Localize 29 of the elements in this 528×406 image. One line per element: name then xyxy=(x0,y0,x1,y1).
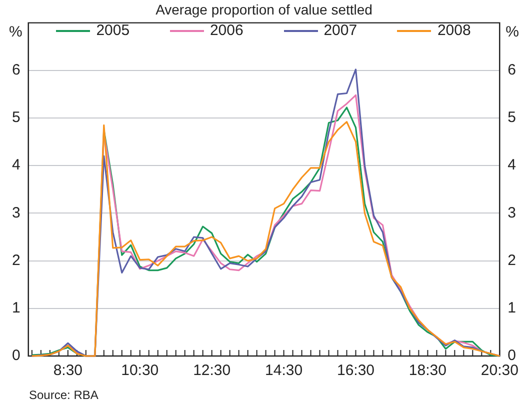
y-tick-label: 4 xyxy=(12,156,20,174)
y2-tick-label: 6 xyxy=(508,62,516,79)
y-tick-label: 3 xyxy=(12,204,20,222)
y2-tick-label: 5 xyxy=(508,109,516,126)
x-tick-label: 10:30 xyxy=(121,362,159,380)
x-tick-label: 16:30 xyxy=(336,362,375,380)
chart-title: Average proportion of value settled xyxy=(156,1,372,18)
legend-label: 2006 xyxy=(210,22,244,39)
x-tick-label: 18:30 xyxy=(408,362,446,380)
y2-axis-title: % xyxy=(506,23,519,40)
x-tick-label: 8:30 xyxy=(53,362,83,380)
y2-tick-label: 0 xyxy=(508,347,516,364)
y2-tick-label: 2 xyxy=(508,252,516,269)
y2-tick-label: 4 xyxy=(508,156,516,174)
legend-label: 2005 xyxy=(96,22,130,39)
y2-tick-label: 1 xyxy=(508,300,516,317)
legend-label: 2007 xyxy=(324,22,358,39)
x-tick-label: 20:30 xyxy=(480,362,518,380)
y-tick-label: 5 xyxy=(12,109,20,126)
y-tick-label: 1 xyxy=(12,300,20,317)
source-note: Source: RBA xyxy=(29,388,98,402)
y-tick-label: 6 xyxy=(12,62,20,79)
y-tick-label: 0 xyxy=(12,347,20,364)
legend-label: 2008 xyxy=(437,22,471,39)
x-tick-label: 12:30 xyxy=(193,362,231,380)
y2-tick-label: 3 xyxy=(508,204,516,222)
y-tick-label: 2 xyxy=(12,252,20,269)
y-axis-title: % xyxy=(9,23,22,40)
x-tick-label: 14:30 xyxy=(265,362,303,380)
